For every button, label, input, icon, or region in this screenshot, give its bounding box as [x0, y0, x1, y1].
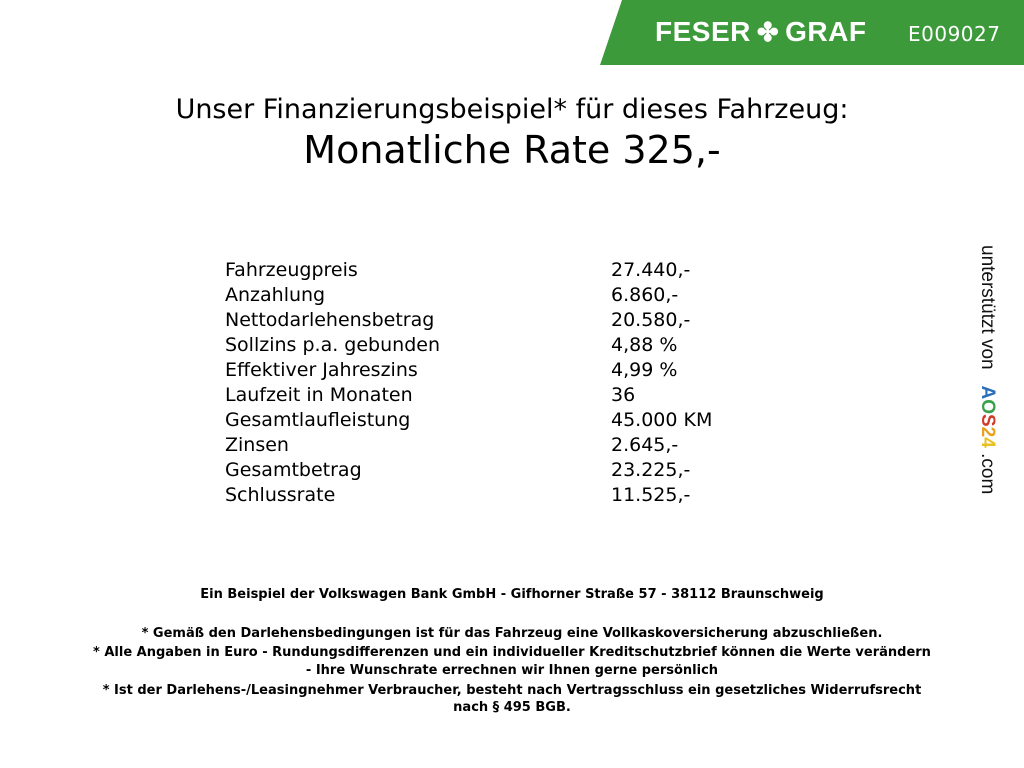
feser-graf-logo: FESER ✤ GRAF	[655, 16, 866, 48]
row-value: 4,88 %	[611, 334, 678, 356]
row-value: 6.860,-	[611, 284, 679, 306]
finance-table: Fahrzeugpreis 27.440,- Anzahlung 6.860,- Net…	[225, 258, 712, 508]
row-label: Gesamtbetrag	[225, 459, 362, 481]
row-label: Gesamtlaufleistung	[225, 409, 411, 431]
clover-icon: ✤	[756, 17, 780, 47]
logo-text-feser: FESER	[655, 16, 751, 47]
table-row: Zinsen 2.645,-	[225, 433, 712, 458]
table-row: Nettodarlehensbetrag 20.580,-	[225, 308, 712, 333]
aos24-suffix: .com	[977, 453, 998, 495]
row-value: 11.525,-	[611, 484, 691, 506]
vehicle-code: E009027	[908, 22, 1001, 46]
footnote-1: * Gemäß den Darlehensbedingungen ist für…	[141, 626, 883, 641]
footnote-3b: nach § 495 BGB.	[453, 700, 571, 715]
footnote-3a: * Ist der Darlehens-/Leasingnehmer Verbr…	[102, 683, 922, 698]
row-value: 4,99 %	[611, 359, 678, 381]
row-label: Zinsen	[225, 434, 289, 456]
row-label: Anzahlung	[225, 284, 326, 306]
row-value: 2.645,-	[611, 434, 679, 456]
row-label: Schlussrate	[225, 484, 336, 506]
monthly-rate: Monatliche Rate 325,-	[303, 128, 721, 172]
page-title: Unser Finanzierungsbeispiel* für dieses …	[175, 94, 849, 125]
footnote-2a: * Alle Angaben in Euro - Rundungsdiffere…	[93, 645, 931, 660]
row-label: Effektiver Jahreszins	[225, 359, 418, 381]
row-label: Sollzins p.a. gebunden	[225, 334, 440, 356]
table-row: Effektiver Jahreszins 4,99 %	[225, 358, 712, 383]
table-row: Laufzeit in Monaten 36	[225, 383, 712, 408]
bank-info: Ein Beispiel der Volkswagen Bank GmbH - …	[200, 587, 824, 602]
row-value: 45.000 KM	[611, 409, 713, 431]
supported-by: unterstützt von AOS24 .com	[976, 245, 998, 494]
table-row: Anzahlung 6.860,-	[225, 283, 712, 308]
table-row: Sollzins p.a. gebunden 4,88 %	[225, 333, 712, 358]
row-value: 23.225,-	[611, 459, 691, 481]
row-value: 27.440,-	[611, 259, 691, 281]
row-label: Fahrzeugpreis	[225, 259, 358, 281]
table-row: Gesamtbetrag 23.225,-	[225, 458, 712, 483]
row-label: Laufzeit in Monaten	[225, 384, 413, 406]
table-row: Schlussrate 11.525,-	[225, 483, 712, 508]
row-label: Nettodarlehensbetrag	[225, 309, 435, 331]
supported-by-text: unterstützt von	[977, 245, 998, 370]
table-row: Fahrzeugpreis 27.440,-	[225, 258, 712, 283]
row-value: 20.580,-	[611, 309, 691, 331]
logo-text-graf: GRAF	[785, 16, 867, 47]
table-row: Gesamtlaufleistung 45.000 KM	[225, 408, 712, 433]
header-banner	[600, 0, 1024, 65]
row-value: 36	[611, 384, 636, 406]
aos24-logo: AOS24	[977, 385, 998, 448]
footnote-2b: - Ihre Wunschrate errechnen wir Ihnen ge…	[305, 663, 719, 678]
